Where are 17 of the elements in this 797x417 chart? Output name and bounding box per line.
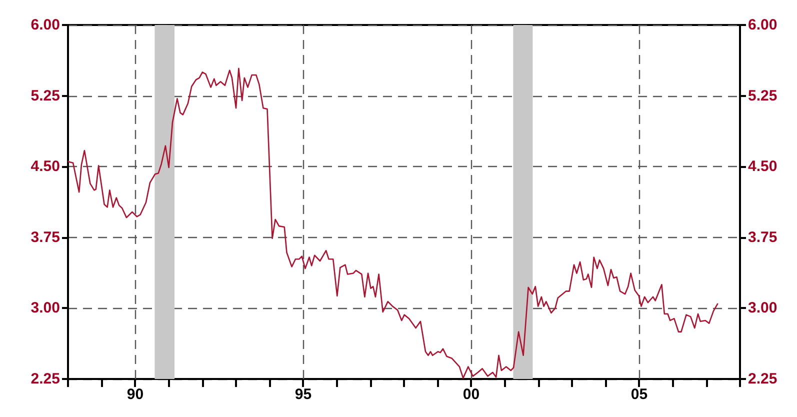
y-tick-label: 2.25 [30,370,60,388]
y2-tick-label: 6.00 [748,16,778,34]
y2-tick-label: 4.50 [748,158,778,176]
y-tick-label: 4.50 [30,158,60,176]
x-tick-label: 05 [630,386,648,403]
line-series [67,68,718,379]
y2-tick-label: 3.00 [748,300,778,317]
x-tick-label: 00 [462,386,480,403]
y-tick-label: 5.25 [30,87,60,104]
y-tick-label: 6.00 [30,16,60,34]
y-tick-label: 3.00 [30,300,60,317]
y2-tick-label: 5.25 [748,87,778,104]
y2-tick-label: 2.25 [748,370,778,388]
y-tick-label: 3.75 [30,228,60,246]
x-tick-label: 95 [294,386,312,403]
y2-tick-label: 3.75 [748,228,778,246]
x-tick-label: 90 [126,386,144,403]
